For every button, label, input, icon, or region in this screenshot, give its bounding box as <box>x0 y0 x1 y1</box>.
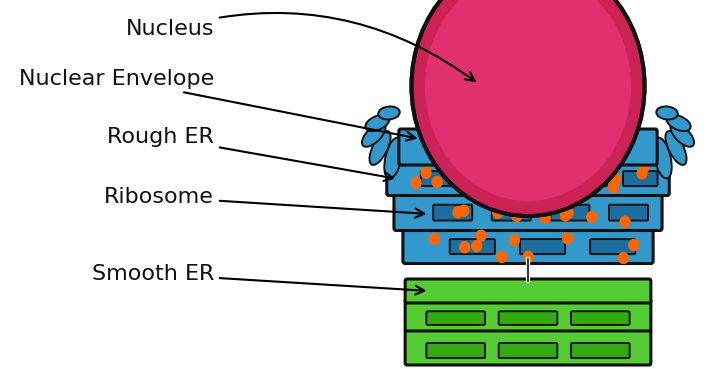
Ellipse shape <box>370 131 391 165</box>
Circle shape <box>475 173 485 184</box>
FancyBboxPatch shape <box>399 129 657 165</box>
FancyBboxPatch shape <box>403 228 653 263</box>
FancyBboxPatch shape <box>471 171 506 186</box>
Circle shape <box>502 196 513 207</box>
Circle shape <box>563 233 573 244</box>
Circle shape <box>512 210 522 221</box>
Text: Nucleus: Nucleus <box>126 13 475 81</box>
Circle shape <box>587 211 597 223</box>
Ellipse shape <box>665 131 687 165</box>
Circle shape <box>491 197 501 208</box>
FancyBboxPatch shape <box>492 205 531 221</box>
Circle shape <box>432 176 442 187</box>
FancyBboxPatch shape <box>499 311 558 325</box>
Circle shape <box>510 235 519 246</box>
Circle shape <box>459 242 470 253</box>
Circle shape <box>529 200 539 211</box>
Circle shape <box>523 251 533 262</box>
Ellipse shape <box>425 0 631 201</box>
FancyBboxPatch shape <box>590 239 636 254</box>
Circle shape <box>529 168 539 179</box>
Circle shape <box>493 207 502 218</box>
Circle shape <box>637 168 647 179</box>
Circle shape <box>479 177 489 189</box>
Circle shape <box>540 213 550 224</box>
Ellipse shape <box>379 106 400 120</box>
FancyBboxPatch shape <box>499 343 558 358</box>
FancyBboxPatch shape <box>518 131 537 163</box>
Circle shape <box>443 166 453 177</box>
Circle shape <box>496 251 507 262</box>
Ellipse shape <box>384 138 403 179</box>
Ellipse shape <box>411 0 644 216</box>
Circle shape <box>453 207 463 218</box>
Circle shape <box>610 173 620 184</box>
Circle shape <box>547 194 557 206</box>
Circle shape <box>430 234 439 244</box>
FancyBboxPatch shape <box>427 311 485 325</box>
FancyBboxPatch shape <box>550 205 590 221</box>
Circle shape <box>584 173 593 184</box>
Circle shape <box>513 201 523 211</box>
Circle shape <box>421 167 431 178</box>
FancyBboxPatch shape <box>572 171 607 186</box>
FancyBboxPatch shape <box>394 193 662 231</box>
FancyBboxPatch shape <box>433 205 472 221</box>
Circle shape <box>476 230 486 241</box>
FancyBboxPatch shape <box>405 279 651 303</box>
Circle shape <box>563 207 573 218</box>
Ellipse shape <box>667 115 691 131</box>
Circle shape <box>546 179 556 190</box>
Ellipse shape <box>656 106 678 120</box>
Circle shape <box>620 216 630 227</box>
FancyBboxPatch shape <box>571 311 630 325</box>
Circle shape <box>459 205 469 216</box>
FancyBboxPatch shape <box>571 343 630 358</box>
FancyBboxPatch shape <box>520 239 565 254</box>
Circle shape <box>472 241 482 252</box>
FancyBboxPatch shape <box>522 171 556 186</box>
FancyBboxPatch shape <box>623 171 657 186</box>
FancyBboxPatch shape <box>609 205 648 221</box>
Text: Smooth ER: Smooth ER <box>92 264 424 294</box>
Circle shape <box>502 185 512 196</box>
FancyBboxPatch shape <box>405 329 651 365</box>
Circle shape <box>557 172 566 183</box>
FancyBboxPatch shape <box>405 299 651 331</box>
Ellipse shape <box>670 123 694 147</box>
Circle shape <box>639 161 649 172</box>
Circle shape <box>561 210 570 221</box>
FancyBboxPatch shape <box>427 343 485 358</box>
Circle shape <box>504 175 513 185</box>
Circle shape <box>619 252 628 263</box>
FancyBboxPatch shape <box>421 171 456 186</box>
FancyBboxPatch shape <box>387 161 669 196</box>
Circle shape <box>629 239 638 251</box>
Text: Rough ER: Rough ER <box>107 127 393 181</box>
FancyBboxPatch shape <box>450 239 495 254</box>
Ellipse shape <box>362 123 386 147</box>
Text: Ribosome: Ribosome <box>104 187 424 218</box>
Ellipse shape <box>653 138 672 179</box>
Circle shape <box>411 177 421 188</box>
Text: Nuclear Envelope: Nuclear Envelope <box>19 69 416 141</box>
Circle shape <box>609 182 618 193</box>
Ellipse shape <box>365 115 389 131</box>
